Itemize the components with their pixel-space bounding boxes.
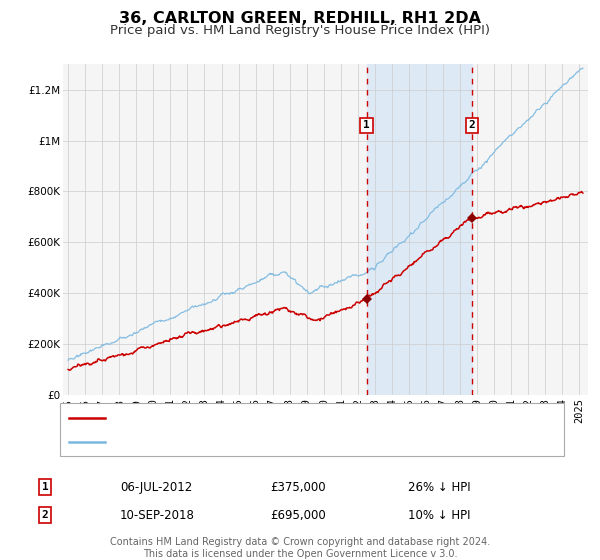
Text: £375,000: £375,000 xyxy=(270,480,326,494)
Text: 2: 2 xyxy=(469,120,475,130)
Text: 10-SEP-2018: 10-SEP-2018 xyxy=(120,508,195,522)
Text: 36, CARLTON GREEN, REDHILL, RH1 2DA: 36, CARLTON GREEN, REDHILL, RH1 2DA xyxy=(119,11,481,26)
Text: Contains HM Land Registry data © Crown copyright and database right 2024.: Contains HM Land Registry data © Crown c… xyxy=(110,537,490,547)
Text: 26% ↓ HPI: 26% ↓ HPI xyxy=(408,480,470,494)
Text: £695,000: £695,000 xyxy=(270,508,326,522)
Text: 10% ↓ HPI: 10% ↓ HPI xyxy=(408,508,470,522)
Text: Price paid vs. HM Land Registry's House Price Index (HPI): Price paid vs. HM Land Registry's House … xyxy=(110,24,490,36)
Text: 2: 2 xyxy=(41,510,49,520)
Text: 36, CARLTON GREEN, REDHILL, RH1 2DA (detached house): 36, CARLTON GREEN, REDHILL, RH1 2DA (det… xyxy=(111,412,457,424)
Text: HPI: Average price, detached house, Reigate and Banstead: HPI: Average price, detached house, Reig… xyxy=(111,435,460,448)
Text: 06-JUL-2012: 06-JUL-2012 xyxy=(120,480,192,494)
Text: This data is licensed under the Open Government Licence v 3.0.: This data is licensed under the Open Gov… xyxy=(143,549,457,559)
Text: 1: 1 xyxy=(41,482,49,492)
Text: 1: 1 xyxy=(363,120,370,130)
Bar xyxy=(367,64,472,395)
